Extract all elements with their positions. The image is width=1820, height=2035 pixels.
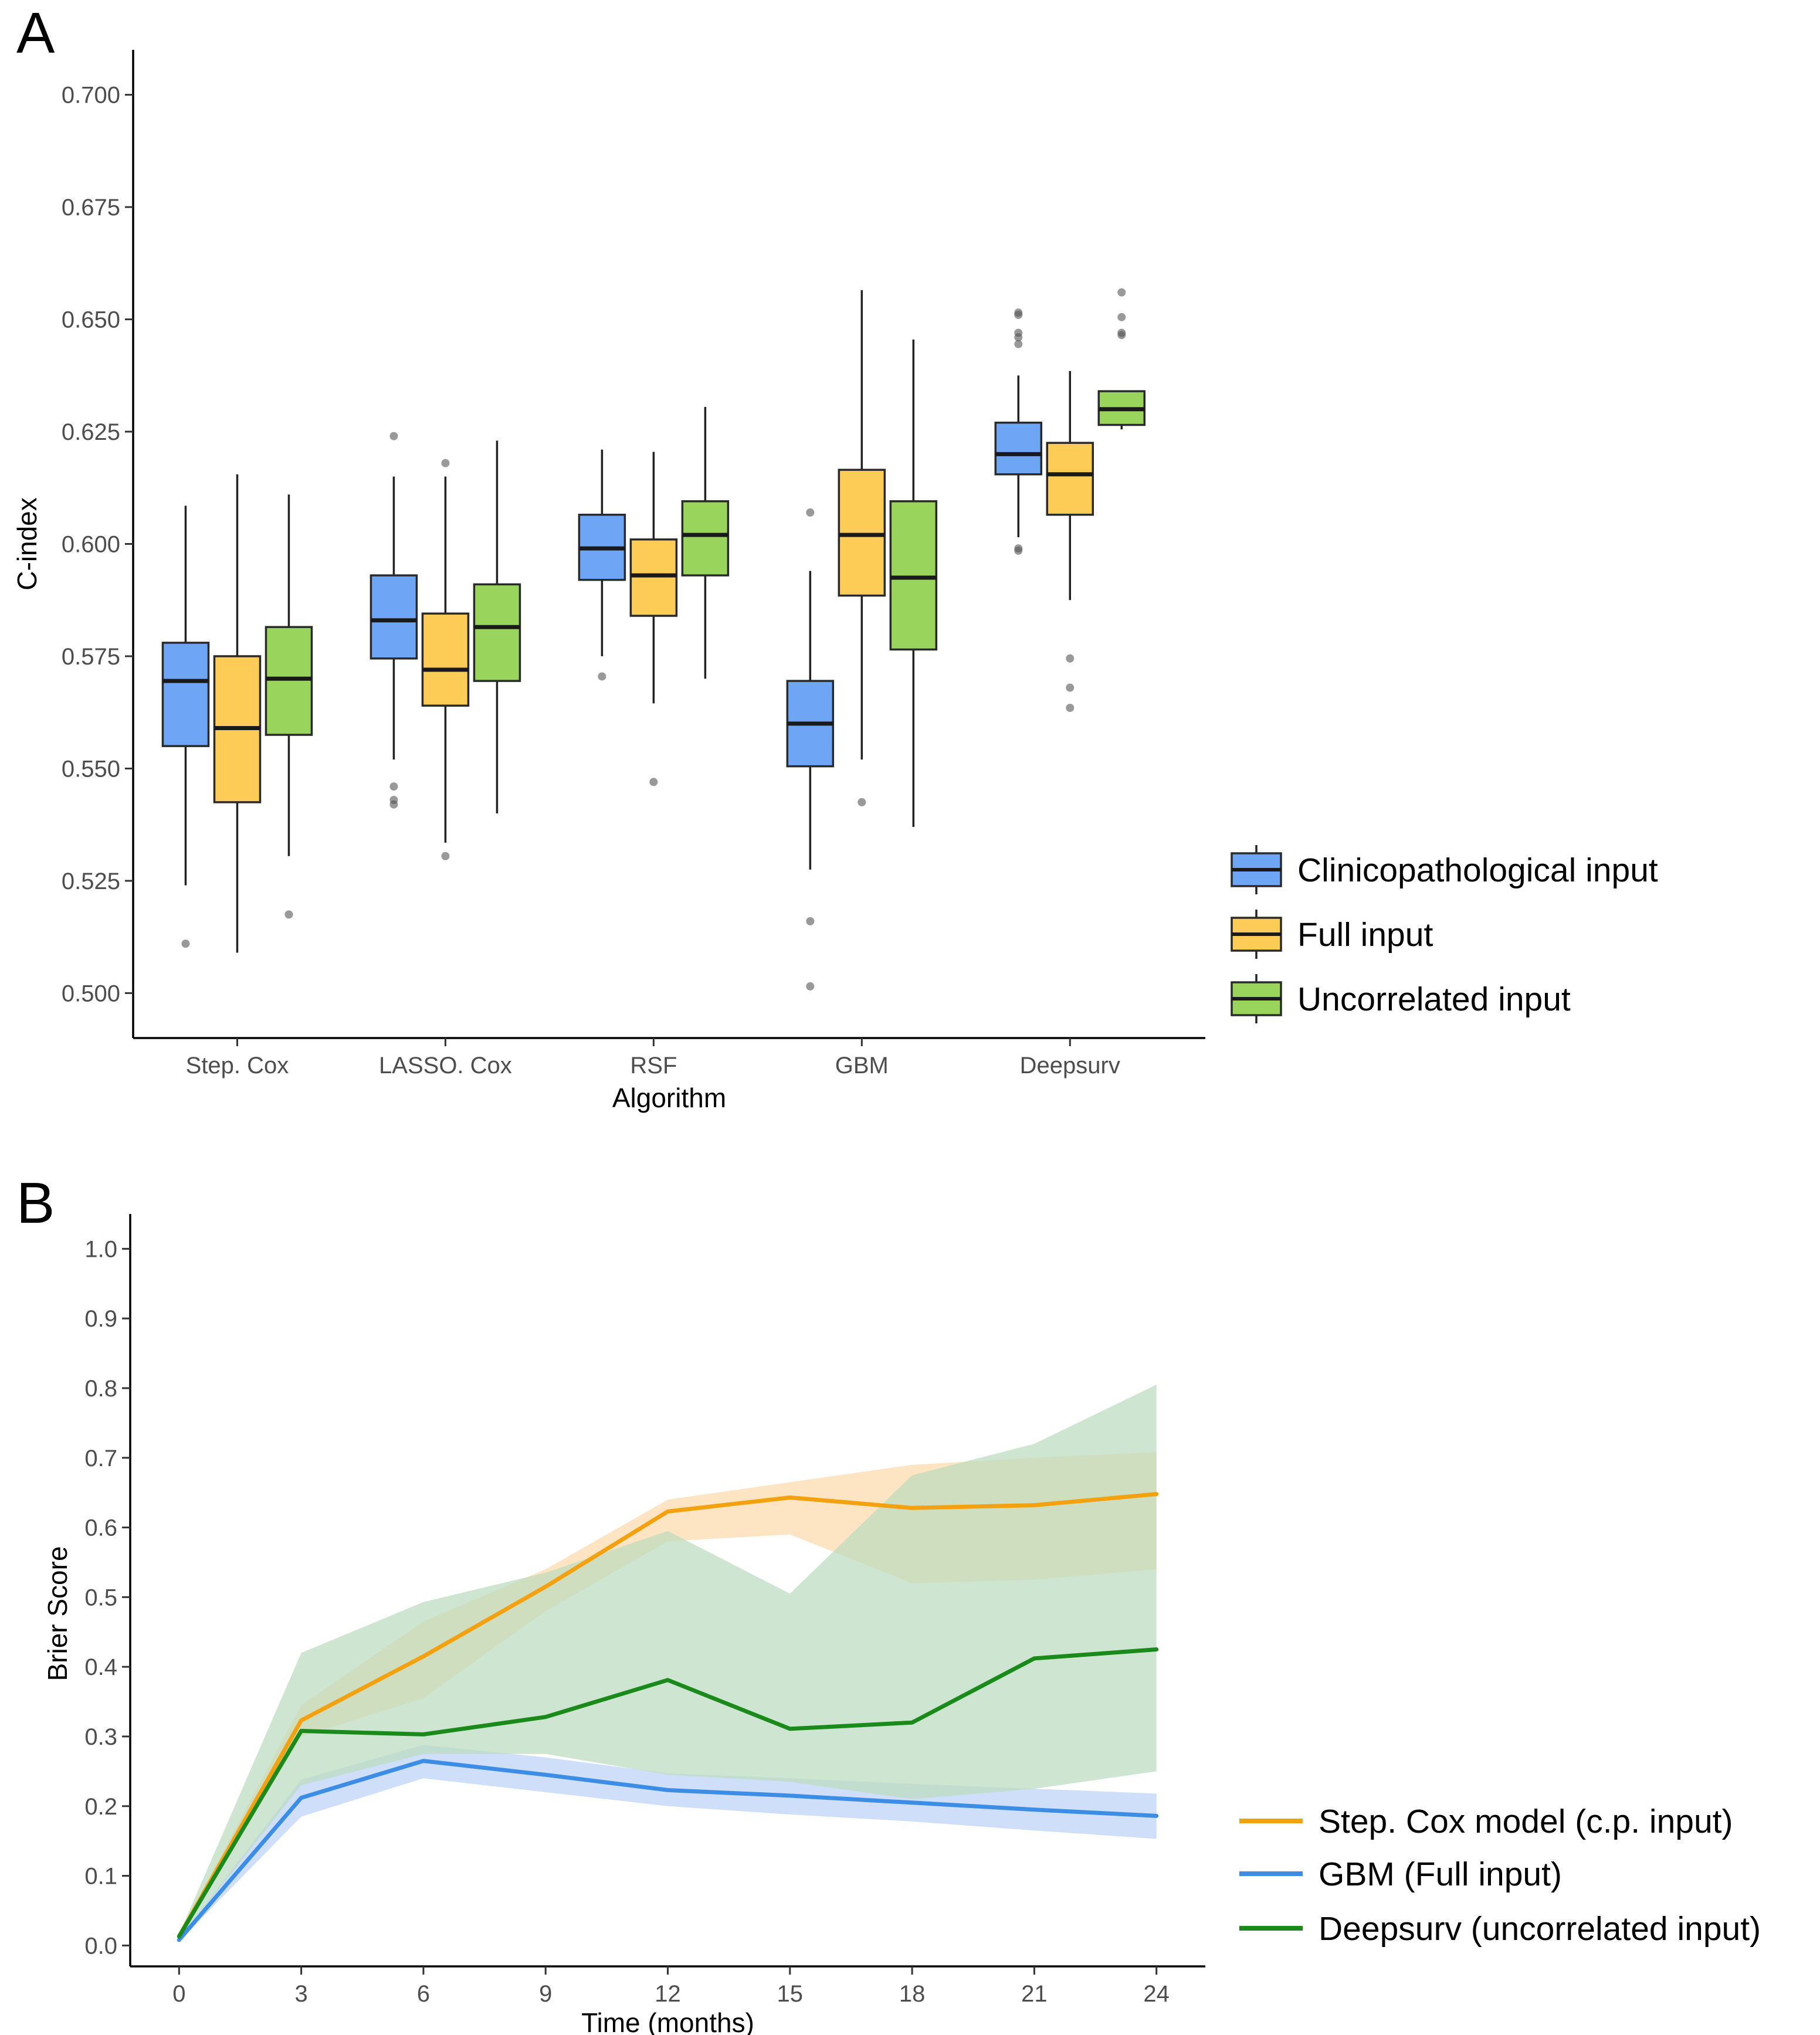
panel-b-x-tick-label: 21 [1021,1981,1048,2007]
legend-label: Clinicopathological input [1297,852,1658,889]
panel-a-x-tick-label: RSF [630,1053,677,1078]
box-iqr [473,583,521,682]
panel-a-axes: 0.500 0.525 0.550 0.575 0.600 0.625 0.650 0.675… [12,50,1205,1113]
panel-a-y-tick-label: 0.500 [62,981,120,1006]
panel-b-x-tick-label: 0 [172,1981,185,2007]
panel-b-legend: Step. Cox model (c.p. input) GBM (Full in… [1239,1803,1761,1948]
panel-a-legend: Clinicopathological input Full input Uncor… [1231,845,1658,1023]
panel-a-y-tick-label: 0.550 [62,756,120,782]
box-outlier [1014,333,1023,342]
panel-b-x-tick-label: 24 [1143,1981,1170,2007]
box-outlier [389,782,398,791]
panel-a-letter: A [16,1,55,65]
panel-b-y-tick-label: 0.2 [84,1794,117,1820]
box-outlier [1014,310,1023,319]
box-outlier [1117,331,1126,340]
panel-b: B 0.0 0.1 0.2 0.3 0.4 0.5 0.6 0.7 0.8 0.9 1.0 0 3 6 9 1… [16,1171,1761,2035]
box-outlier [1117,288,1126,297]
panel-b-y-tick-label: 0.9 [84,1306,117,1332]
box-iqr [370,574,418,660]
line-step-cox [177,1492,1159,1939]
panel-a: A 0.500 0.525 0.550 0.575 0.600 0.625 0.650 0.6… [12,1,1658,1113]
panel-a-y-tick-label: 0.575 [62,644,120,670]
box-outlier [806,508,815,517]
box-outlier [1014,340,1023,348]
panel-a-y-tick-label: 0.600 [62,532,120,558]
panel-a-y-title: C-index [12,497,42,591]
box-iqr [265,626,313,736]
box-iqr [681,500,730,576]
box-outlier [441,459,450,467]
panel-b-lines [177,1492,1159,1942]
panel-a-x-tick-label: Deepsurv [1020,1053,1120,1078]
box-outlier [858,798,866,806]
box-iqr [838,469,886,597]
box-outlier [1117,313,1126,321]
panel-a-x-tick-label: GBM [835,1053,889,1078]
panel-b-y-tick-label: 0.6 [84,1515,117,1541]
legend-label: Step. Cox model (c.p. input) [1319,1803,1733,1840]
panel-a-x-tick-label: LASSO. Cox [379,1053,512,1078]
panel-a-y-tick-label: 0.700 [62,83,120,108]
legend-label: Deepsurv (uncorrelated input) [1319,1910,1761,1948]
line-deepsurv [177,1647,1159,1939]
box-iqr [994,421,1043,476]
panel-b-x-tick-label: 3 [294,1981,307,2007]
box-outlier [806,917,815,925]
panel-b-x-tick-label: 6 [417,1981,430,2007]
panel-a-x-tick-label: Step. Cox [186,1053,289,1078]
panel-b-ribbons [179,1385,1157,1942]
box-outlier [389,432,398,440]
panel-b-x-tick-label: 12 [655,1981,681,2007]
legend-label: Full input [1297,916,1433,954]
box-outlier [441,852,450,860]
box-outlier [649,778,658,786]
panel-a-y-tick-label: 0.625 [62,419,120,445]
panel-b-y-tick-label: 0.5 [84,1585,117,1610]
panel-b-y-tick-label: 0.7 [84,1446,117,1471]
panel-b-y-title: Brier Score [42,1546,73,1681]
panel-a-y-tick-label: 0.675 [62,195,120,221]
box-outlier [1066,704,1075,713]
panel-b-x-tick-label: 15 [777,1981,804,2007]
panel-b-x-title: Time (months) [581,2007,754,2035]
panel-a-x-title: Algorithm [612,1083,726,1113]
panel-b-x-tick-label: 18 [899,1981,926,2007]
box-iqr [161,642,210,747]
box-outlier [1066,654,1075,663]
box-outlier [181,940,190,948]
box-iqr [421,612,470,707]
panel-b-y-tick-label: 0.4 [84,1654,117,1680]
line-gbm [177,1759,1159,1942]
box-outlier [1014,546,1023,555]
panel-b-y-tick-label: 0.8 [84,1376,117,1402]
panel-b-y-tick-label: 0.0 [84,1933,117,1959]
panel-b-axes: 0.0 0.1 0.2 0.3 0.4 0.5 0.6 0.7 0.8 0.9 1.0 0 3 6 9 12 1… [42,1214,1205,2035]
box-outlier [1066,683,1075,692]
panel-b-y-tick-label: 0.1 [84,1864,117,1890]
box-outlier [598,672,606,681]
panel-b-y-tick-label: 0.3 [84,1724,117,1750]
panel-a-boxes [161,288,1146,991]
panel-a-y-tick-label: 0.650 [62,307,120,333]
ribbon-deepsurv [179,1385,1157,1939]
legend-label: GBM (Full input) [1319,1856,1562,1893]
box-outlier [284,910,293,919]
box-iqr [629,538,678,617]
panel-b-y-tick-label: 1.0 [84,1236,117,1262]
box-outlier [389,800,398,809]
box-iqr [1046,442,1094,516]
panel-b-x-tick-label: 9 [539,1981,552,2007]
panel-a-y-tick-label: 0.525 [62,869,120,894]
panel-b-letter: B [16,1171,55,1235]
box-iqr [889,500,938,651]
legend-label: Uncorrelated input [1297,981,1571,1018]
box-outlier [806,982,815,991]
